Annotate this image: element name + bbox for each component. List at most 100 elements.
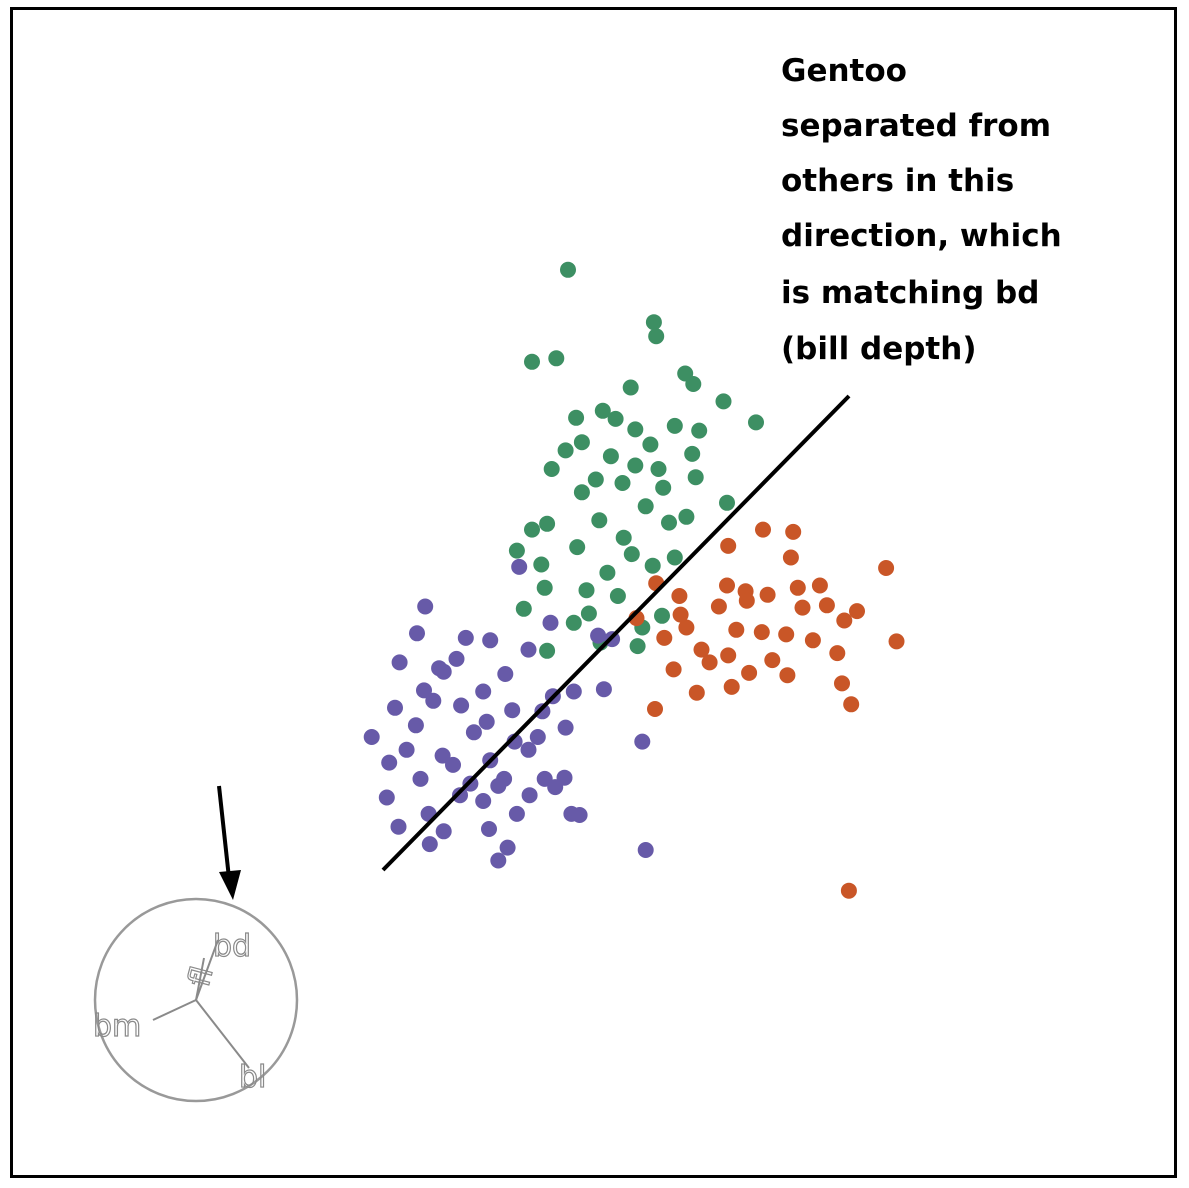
- data-point-adelie: [431, 660, 448, 677]
- data-point-gentoo: [629, 638, 646, 655]
- data-point-gentoo: [650, 461, 667, 477]
- data-point-gentoo: [691, 422, 708, 439]
- data-point-chinstrap: [811, 577, 828, 594]
- axis-label-bm: bm: [93, 1009, 141, 1044]
- data-point-gentoo: [569, 539, 586, 556]
- data-point-gentoo: [623, 546, 640, 563]
- data-point-chinstrap: [878, 560, 895, 576]
- data-point-gentoo: [568, 409, 585, 426]
- data-point-gentoo: [715, 393, 732, 410]
- data-point-adelie: [571, 807, 588, 823]
- data-point-chinstrap: [778, 626, 795, 643]
- data-point-adelie: [565, 683, 582, 700]
- data-point-gentoo: [599, 564, 616, 581]
- data-point-adelie: [453, 697, 470, 714]
- data-point-adelie: [490, 852, 507, 869]
- data-point-gentoo: [655, 479, 672, 496]
- data-point-gentoo: [609, 588, 626, 604]
- data-point-chinstrap: [728, 621, 745, 638]
- data-point-chinstrap: [782, 549, 799, 566]
- data-point-gentoo: [557, 442, 574, 459]
- data-point-chinstrap: [843, 696, 860, 713]
- data-point-gentoo: [587, 471, 604, 488]
- data-point-gentoo: [661, 514, 677, 531]
- data-point-gentoo: [627, 421, 644, 438]
- data-point-adelie: [508, 805, 525, 822]
- scatter-plot: Gentoo separated from others in this dir…: [92, 53, 1062, 1103]
- series-adelie: [363, 558, 654, 869]
- data-point-adelie: [434, 747, 451, 764]
- arrow-icon: [217, 785, 241, 900]
- data-point-gentoo: [685, 376, 702, 392]
- data-point-chinstrap: [688, 684, 705, 701]
- data-point-gentoo: [615, 529, 632, 546]
- data-point-chinstrap: [849, 603, 865, 620]
- data-point-chinstrap: [834, 675, 850, 692]
- series-chinstrap: [628, 521, 905, 899]
- data-point-adelie: [381, 754, 398, 771]
- data-point-gentoo: [644, 557, 661, 574]
- series-gentoo: [508, 261, 764, 659]
- annotation-line: separated from: [781, 108, 1051, 144]
- data-point-adelie: [421, 836, 438, 853]
- data-point-chinstrap: [804, 632, 821, 649]
- data-point-adelie: [637, 842, 654, 858]
- data-point-gentoo: [637, 498, 654, 515]
- data-point-adelie: [445, 756, 461, 773]
- data-point-chinstrap: [671, 588, 688, 604]
- data-point-chinstrap: [829, 645, 846, 662]
- data-point-chinstrap: [779, 667, 796, 684]
- data-point-adelie: [542, 614, 559, 631]
- data-point-chinstrap: [738, 592, 755, 609]
- data-point-chinstrap: [672, 606, 689, 623]
- data-point-adelie: [481, 821, 497, 837]
- data-point-gentoo: [627, 457, 644, 474]
- data-point-chinstrap: [678, 619, 695, 636]
- data-point-adelie: [557, 719, 574, 736]
- data-point-adelie: [634, 733, 651, 750]
- data-point-adelie: [482, 632, 499, 649]
- data-point-adelie: [590, 627, 607, 644]
- data-point-chinstrap: [755, 521, 771, 538]
- data-point-gentoo: [573, 434, 590, 451]
- data-point-gentoo: [536, 579, 553, 596]
- data-point-adelie: [398, 741, 415, 758]
- data-point-gentoo: [578, 582, 595, 599]
- data-point-adelie: [387, 699, 403, 716]
- data-point-adelie: [417, 598, 434, 615]
- annotation-line: (bill depth): [781, 331, 977, 367]
- data-point-gentoo: [684, 445, 701, 462]
- data-point-chinstrap: [656, 629, 673, 646]
- data-point-gentoo: [573, 484, 590, 501]
- data-point-adelie: [595, 681, 612, 698]
- data-point-adelie: [499, 839, 516, 856]
- data-point-adelie: [435, 823, 452, 840]
- data-point-chinstrap: [723, 678, 740, 695]
- data-point-gentoo: [565, 614, 582, 631]
- data-point-gentoo: [580, 605, 597, 622]
- data-point-adelie: [378, 789, 395, 806]
- data-point-adelie: [452, 787, 468, 804]
- data-point-adelie: [425, 692, 442, 709]
- data-point-adelie: [416, 682, 432, 699]
- data-point-gentoo: [614, 475, 631, 491]
- data-point-chinstrap: [693, 641, 710, 658]
- axis-label-bd: bd: [213, 929, 251, 964]
- data-point-adelie: [457, 629, 474, 646]
- data-point-gentoo: [666, 417, 683, 434]
- data-point-gentoo: [645, 314, 662, 331]
- data-point-chinstrap: [753, 624, 770, 641]
- axes-circle: [93, 897, 299, 1103]
- data-point-adelie: [407, 717, 424, 734]
- data-point-gentoo: [719, 494, 735, 511]
- data-point-gentoo: [687, 469, 704, 486]
- separation-direction-line: [381, 394, 851, 872]
- data-point-gentoo: [666, 549, 683, 566]
- data-point-chinstrap: [759, 586, 776, 603]
- data-point-gentoo: [748, 414, 764, 431]
- points-layer: [363, 261, 905, 899]
- data-point-chinstrap: [836, 612, 853, 629]
- data-point-gentoo: [548, 350, 565, 367]
- data-point-gentoo: [642, 436, 659, 453]
- axis-label-fl: fl: [182, 963, 221, 990]
